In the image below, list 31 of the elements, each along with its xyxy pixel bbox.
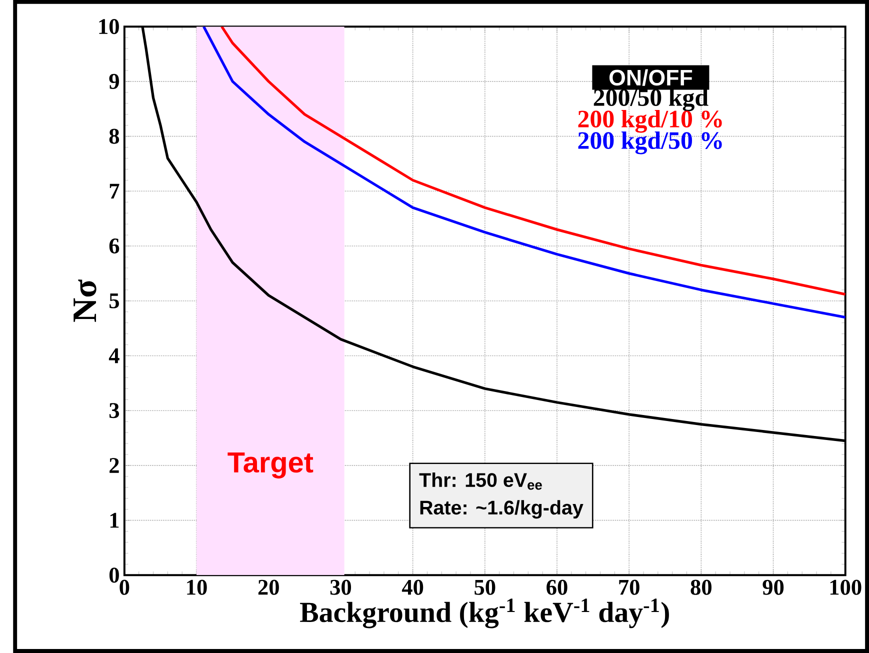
x-tick-label: 90: [762, 580, 784, 595]
x-tick-label: 80: [690, 580, 712, 595]
y-tick-label: 8: [109, 128, 120, 144]
x-tick-label: 50: [474, 580, 496, 595]
y-tick-label: 10: [99, 19, 119, 34]
y-tick-label: 2: [110, 458, 119, 473]
x-tick-label: 70: [619, 580, 640, 595]
text: 200 kgd/50 %: [578, 131, 722, 154]
annotation: Thr: 150 eV$_{ee}$: [419, 472, 542, 490]
y-tick-label: 4: [108, 348, 120, 364]
y-tick-label: 1: [110, 512, 119, 528]
y-tick-label: 3: [109, 403, 120, 418]
x-axis-title: Background (kg$^{-1}$ keV$^{-1}$ day$^{-1}$): [300, 598, 669, 628]
y-tick-label: 9: [109, 74, 119, 89]
legend-label: 200/50 kgd: [594, 88, 708, 112]
x-tick-label: 40: [402, 580, 424, 595]
x-tick-label: 0: [120, 580, 130, 595]
y-tick-label: 7: [110, 184, 120, 198]
legend-title: ON/OFF: [609, 69, 692, 86]
band-label: Target: [228, 452, 314, 478]
annotation: Rate: ~1.6/kg-day: [420, 500, 584, 519]
x-tick-label: 60: [546, 580, 568, 595]
x-tick-label: 20: [258, 580, 279, 595]
y-tick-label: 0: [109, 568, 119, 583]
y-tick-label: 5: [110, 293, 119, 308]
x-tick-label: 30: [330, 580, 352, 595]
x-tick-label: 100: [830, 580, 862, 595]
x-tick-label: 10: [187, 580, 207, 595]
y-axis-title: Nσ: [74, 279, 96, 322]
y-tick-label: 6: [109, 238, 120, 254]
text: 200 kgd/10 %: [578, 110, 722, 133]
